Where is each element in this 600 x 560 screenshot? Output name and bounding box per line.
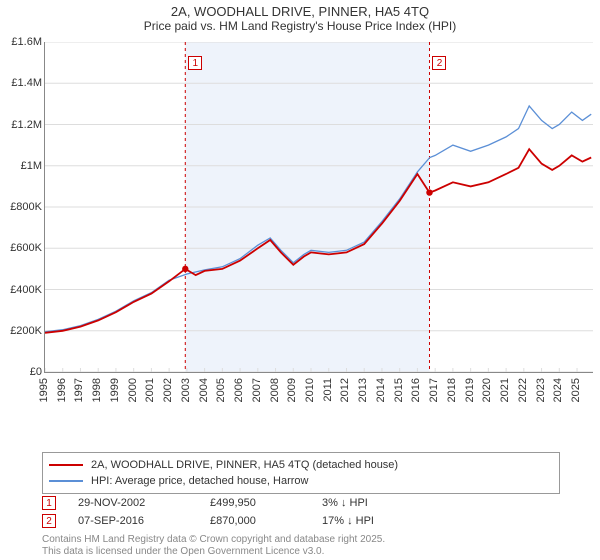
sale-price: £870,000	[210, 515, 300, 527]
sale-price: £499,950	[210, 497, 300, 509]
x-tick-label: 2013	[357, 378, 369, 402]
x-tick-label: 2004	[198, 378, 210, 402]
sales-table: 1 29-NOV-2002 £499,950 3% ↓ HPI 2 07-SEP-2016…	[42, 496, 560, 532]
x-tick-label: 2001	[144, 378, 156, 402]
chart-title: 2A, WOODHALL DRIVE, PINNER, HA5 4TQ	[0, 4, 600, 19]
x-tick-label: 2007	[251, 378, 263, 402]
x-tick-label: 2012	[339, 378, 351, 402]
chart-area: £0£200K£400K£600K£800K£1M£1.2M£1.4M£1.6M…	[0, 42, 600, 412]
plot-area	[44, 42, 593, 373]
y-tick-label: £1M	[21, 160, 42, 172]
legend-row: 2A, WOODHALL DRIVE, PINNER, HA5 4TQ (det…	[49, 457, 553, 473]
x-tick-label: 1995	[38, 378, 50, 402]
x-tick-label: 2018	[446, 378, 458, 402]
x-tick-label: 2008	[269, 378, 281, 402]
sale-date: 07-SEP-2016	[78, 515, 188, 527]
x-tick-label: 2009	[286, 378, 298, 402]
y-tick-label: £0	[30, 366, 42, 378]
x-tick-label: 1996	[56, 378, 68, 402]
x-tick-label: 2016	[410, 378, 422, 402]
sale-marker-box: 1	[42, 496, 56, 510]
footer-line-1: Contains HM Land Registry data © Crown c…	[42, 534, 385, 546]
x-tick-label: 1997	[73, 378, 85, 402]
chart-container: 2A, WOODHALL DRIVE, PINNER, HA5 4TQ Pric…	[0, 0, 600, 560]
x-tick-label: 2010	[304, 378, 316, 402]
y-tick-label: £600K	[10, 242, 42, 254]
x-tick-label: 2015	[393, 378, 405, 402]
x-tick-label: 2023	[535, 378, 547, 402]
x-tick-label: 1998	[91, 378, 103, 402]
x-tick-label: 2017	[428, 378, 440, 402]
legend: 2A, WOODHALL DRIVE, PINNER, HA5 4TQ (det…	[42, 452, 560, 494]
x-tick-label: 2014	[375, 378, 387, 402]
y-tick-label: £200K	[10, 325, 42, 337]
sale-delta: 3% ↓ HPI	[322, 497, 412, 509]
x-tick-label: 2006	[233, 378, 245, 402]
y-tick-label: £800K	[10, 201, 42, 213]
legend-swatch	[49, 464, 83, 466]
legend-label: HPI: Average price, detached house, Harr…	[91, 473, 308, 489]
plot-svg	[45, 42, 593, 372]
sale-row: 2 07-SEP-2016 £870,000 17% ↓ HPI	[42, 514, 560, 528]
x-tick-label: 2021	[499, 378, 511, 402]
legend-label: 2A, WOODHALL DRIVE, PINNER, HA5 4TQ (det…	[91, 457, 398, 473]
footer: Contains HM Land Registry data © Crown c…	[42, 534, 385, 558]
chart-subtitle: Price paid vs. HM Land Registry's House …	[0, 19, 600, 33]
sale-marker-box: 2	[42, 514, 56, 528]
sale-delta: 17% ↓ HPI	[322, 515, 412, 527]
x-tick-label: 2003	[180, 378, 192, 402]
sale-date: 29-NOV-2002	[78, 497, 188, 509]
x-tick-label: 1999	[109, 378, 121, 402]
x-tick-label: 2005	[215, 378, 227, 402]
sale-row: 1 29-NOV-2002 £499,950 3% ↓ HPI	[42, 496, 560, 510]
x-tick-label: 2024	[552, 378, 564, 402]
y-tick-label: £400K	[10, 284, 42, 296]
chart-marker-box: 2	[432, 56, 446, 70]
footer-line-2: This data is licensed under the Open Gov…	[42, 546, 385, 558]
x-tick-label: 2019	[464, 378, 476, 402]
y-tick-label: £1.4M	[11, 77, 42, 89]
y-axis-labels: £0£200K£400K£600K£800K£1M£1.2M£1.4M£1.6M	[0, 42, 44, 372]
x-tick-label: 2000	[127, 378, 139, 402]
x-tick-label: 2025	[570, 378, 582, 402]
x-tick-label: 2002	[162, 378, 174, 402]
chart-marker-box: 1	[188, 56, 202, 70]
legend-row: HPI: Average price, detached house, Harr…	[49, 473, 553, 489]
titles: 2A, WOODHALL DRIVE, PINNER, HA5 4TQ Pric…	[0, 0, 600, 33]
x-tick-label: 2020	[481, 378, 493, 402]
y-tick-label: £1.2M	[11, 119, 42, 131]
legend-swatch	[49, 480, 83, 482]
x-tick-label: 2022	[517, 378, 529, 402]
y-tick-label: £1.6M	[11, 36, 42, 48]
x-axis-labels: 1995199619971998199920002001200220032004…	[44, 374, 592, 412]
x-tick-label: 2011	[322, 378, 334, 402]
